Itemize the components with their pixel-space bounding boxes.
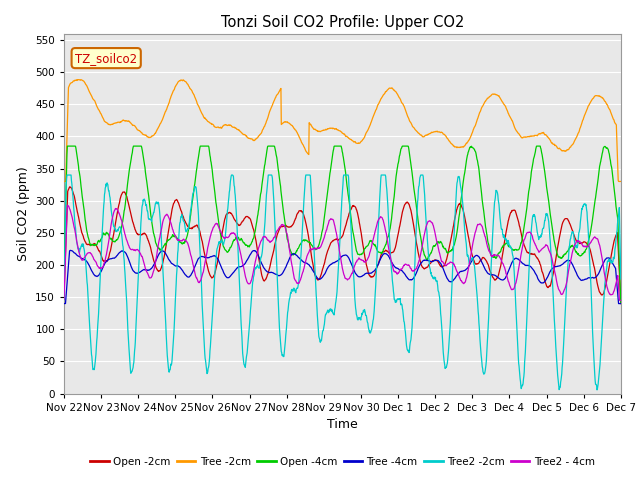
Legend: Open -2cm, Tree -2cm, Open -4cm, Tree -4cm, Tree2 -2cm, Tree2 - 4cm: Open -2cm, Tree -2cm, Open -4cm, Tree -4… [86, 453, 599, 471]
X-axis label: Time: Time [327, 418, 358, 431]
Title: Tonzi Soil CO2 Profile: Upper CO2: Tonzi Soil CO2 Profile: Upper CO2 [221, 15, 464, 30]
Y-axis label: Soil CO2 (ppm): Soil CO2 (ppm) [17, 166, 29, 261]
Text: TZ_soilco2: TZ_soilco2 [75, 51, 137, 65]
